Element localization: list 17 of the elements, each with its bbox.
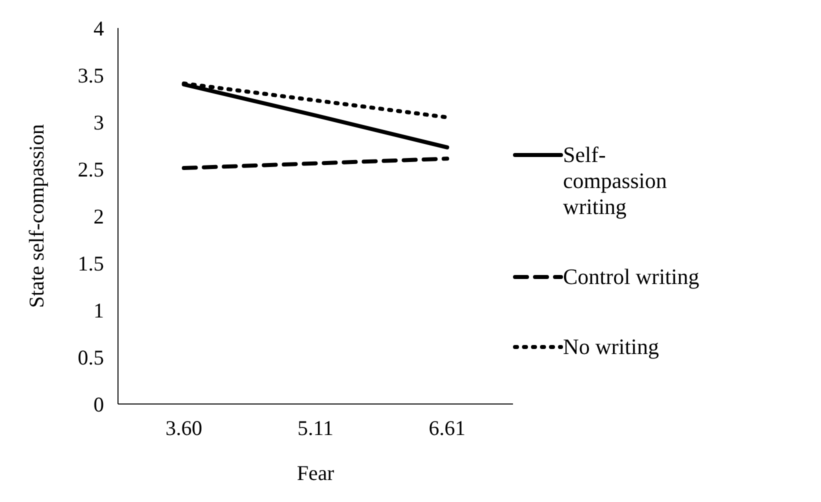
x-axis-title: Fear	[296, 461, 334, 485]
x-tick-label: 6.61	[428, 416, 466, 440]
y-axis-title: State self-compassion	[24, 124, 48, 308]
y-tick-label: 1.5	[78, 251, 104, 276]
y-tick-label: 2.5	[78, 157, 104, 182]
y-tick-label: 1	[94, 298, 104, 322]
y-tick-label: 3.5	[78, 63, 104, 88]
legend-label: No writing	[563, 334, 659, 360]
x-tick-label: 5.11	[298, 416, 334, 440]
x-tick-label: 3.60	[165, 416, 202, 440]
y-tick-label: 3	[94, 110, 104, 134]
y-tick-label: 0.5	[78, 345, 104, 370]
legend-label: Self-compassion writing	[563, 142, 668, 220]
y-tick-label: 2	[94, 204, 104, 228]
legend-label: Control writing	[563, 264, 700, 290]
y-tick-label: 0	[94, 392, 104, 416]
y-tick-label: 4	[94, 16, 104, 40]
